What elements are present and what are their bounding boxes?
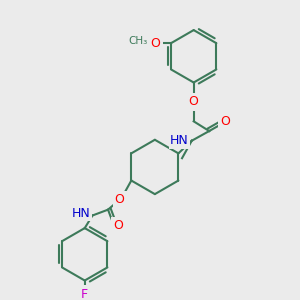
Text: O: O: [220, 115, 230, 128]
Text: O: O: [151, 37, 160, 50]
Text: O: O: [189, 95, 199, 108]
Text: O: O: [113, 219, 123, 232]
Text: HN: HN: [72, 207, 91, 220]
Text: F: F: [81, 288, 88, 300]
Text: HN: HN: [170, 134, 189, 147]
Text: O: O: [115, 194, 124, 206]
Text: CH₃: CH₃: [128, 36, 148, 46]
